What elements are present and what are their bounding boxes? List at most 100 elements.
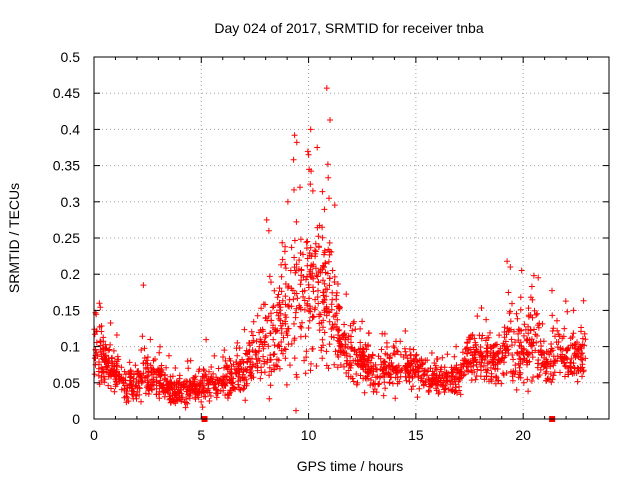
data-point xyxy=(131,371,138,378)
data-point xyxy=(545,360,552,367)
data-point xyxy=(448,374,455,381)
data-point xyxy=(334,351,341,358)
data-point xyxy=(222,357,229,364)
data-point xyxy=(319,188,326,195)
data-point xyxy=(291,337,298,344)
data-point xyxy=(329,267,336,274)
data-point xyxy=(541,359,548,366)
data-point xyxy=(117,375,123,382)
data-point-peak xyxy=(507,264,514,270)
data-point xyxy=(206,368,212,375)
data-point xyxy=(256,343,263,350)
data-point xyxy=(297,333,304,340)
data-point xyxy=(222,380,229,387)
data-point xyxy=(134,368,141,375)
data-point xyxy=(212,390,219,397)
data-point xyxy=(98,374,105,381)
data-point xyxy=(408,357,414,364)
data-point xyxy=(159,369,165,376)
data-point xyxy=(541,350,548,357)
data-point xyxy=(391,344,398,351)
data-point xyxy=(210,370,217,377)
data-point xyxy=(562,298,569,305)
data-point xyxy=(456,383,462,390)
data-point xyxy=(340,334,347,341)
data-point xyxy=(580,367,587,374)
data-point xyxy=(185,391,192,398)
data-point xyxy=(471,335,478,342)
data-point xyxy=(141,345,148,352)
chart-title: Day 024 of 2017, SRMTID for receiver tnb… xyxy=(214,20,483,36)
data-point xyxy=(492,380,499,387)
data-point xyxy=(275,312,282,319)
data-point xyxy=(493,374,500,381)
data-point xyxy=(113,362,120,369)
data-point xyxy=(464,359,471,366)
data-point xyxy=(278,273,285,280)
data-point xyxy=(149,376,155,383)
data-point xyxy=(282,312,289,318)
data-point xyxy=(350,378,357,385)
data-point xyxy=(330,313,337,320)
data-point xyxy=(216,377,223,383)
data-point xyxy=(275,291,282,298)
data-point xyxy=(241,382,248,389)
data-point xyxy=(250,332,256,339)
data-point xyxy=(514,350,521,357)
data-point-peak xyxy=(297,184,303,191)
data-point xyxy=(249,363,256,370)
data-point xyxy=(366,330,372,337)
data-point xyxy=(409,375,416,381)
data-point xyxy=(110,347,117,354)
data-point xyxy=(164,378,171,385)
data-point xyxy=(325,174,332,181)
data-point xyxy=(319,336,326,343)
data-point xyxy=(441,389,448,396)
data-point xyxy=(226,368,233,375)
data-point xyxy=(136,384,143,391)
data-point xyxy=(294,295,301,302)
data-point-peak xyxy=(309,187,316,194)
data-point xyxy=(461,371,468,378)
data-point xyxy=(570,360,577,367)
data-point xyxy=(547,371,554,377)
data-point xyxy=(303,348,310,355)
data-point xyxy=(516,369,523,376)
data-point xyxy=(558,358,565,365)
data-point xyxy=(332,312,339,319)
data-point xyxy=(267,352,274,359)
y-tick-label: 0.5 xyxy=(61,49,81,65)
data-point xyxy=(334,316,341,323)
data-point xyxy=(343,350,350,357)
data-point xyxy=(419,365,425,372)
data-point xyxy=(453,364,460,371)
data-point xyxy=(323,305,330,312)
data-point xyxy=(199,373,206,380)
data-point xyxy=(303,354,310,361)
data-point xyxy=(432,362,439,369)
data-point xyxy=(240,359,247,366)
data-point xyxy=(487,329,493,336)
data-point xyxy=(413,351,420,358)
data-point xyxy=(372,361,379,368)
data-point xyxy=(316,243,322,250)
data-point xyxy=(209,376,216,383)
data-point xyxy=(260,353,267,360)
data-point xyxy=(215,380,222,387)
data-point xyxy=(254,367,261,374)
data-point xyxy=(202,393,209,400)
data-point xyxy=(557,346,564,353)
data-point xyxy=(321,280,328,287)
data-point xyxy=(444,377,451,384)
data-point xyxy=(201,389,208,396)
data-point xyxy=(455,378,462,385)
data-point xyxy=(342,345,349,351)
data-point xyxy=(357,363,364,370)
data-point xyxy=(96,381,103,388)
data-point xyxy=(510,356,517,363)
data-point xyxy=(571,342,578,348)
data-point xyxy=(501,354,508,361)
data-point xyxy=(127,368,134,375)
data-point xyxy=(297,281,304,288)
data-point xyxy=(270,303,277,310)
